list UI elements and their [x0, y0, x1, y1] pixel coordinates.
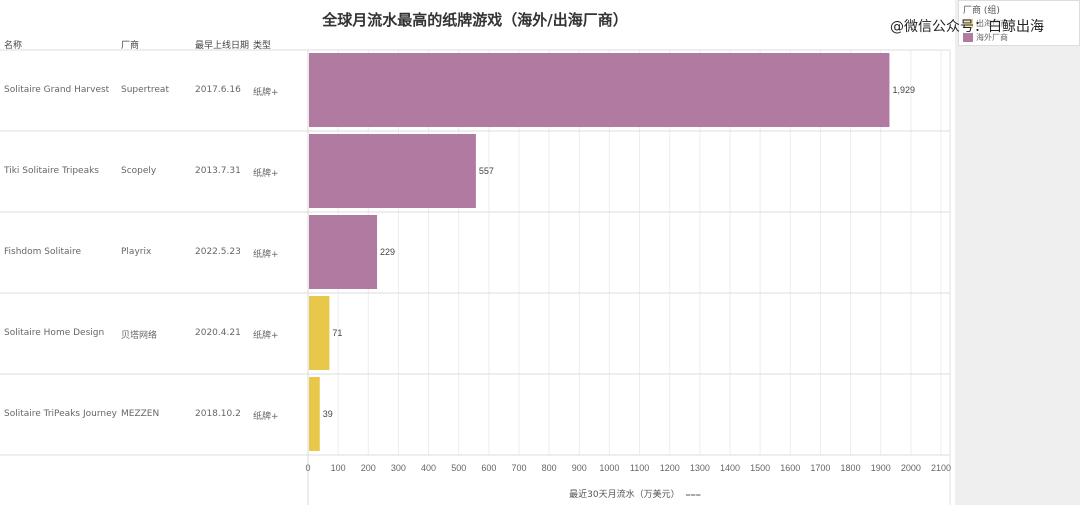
legend-item-overseas[interactable]: 海外厂商	[963, 32, 1008, 43]
x-tick-label-16: 1600	[780, 463, 800, 473]
x-tick-label-5: 500	[451, 463, 466, 473]
x-tick-label-0: 0	[305, 463, 310, 473]
row-vendor-4: MEZZEN	[121, 408, 160, 419]
legend-swatch-outbound	[963, 19, 973, 28]
column-header-date: 最早上线日期	[195, 41, 250, 51]
row-type-1: 纸牌+	[253, 168, 279, 179]
x-tick-label-2: 200	[361, 463, 376, 473]
legend: 厂商 (组) 出海厂商 海外厂商	[958, 0, 1080, 46]
bar-chart: 1,929 557 229 71 39 0 100 200 300 400 500 600 700 800…	[0, 49, 951, 505]
row-type-4: 纸牌+	[253, 411, 279, 422]
row-vendor-0: Supertreat	[121, 84, 169, 95]
bar-value-label-1: 557	[479, 166, 494, 176]
legend-item-outbound[interactable]: 出海厂商	[963, 18, 1008, 29]
row-vendor-3: 贝塔网络	[121, 330, 158, 341]
bar-2	[309, 215, 378, 289]
sort-icon[interactable]: ⩶	[685, 490, 701, 500]
x-tick-label-11: 1100	[630, 463, 649, 473]
sidebar-panel	[955, 0, 1080, 505]
row-name-2: Fishdom Solitaire	[4, 246, 82, 257]
x-tick-label-15: 1500	[750, 463, 770, 473]
column-header-type: 类型	[253, 41, 272, 51]
bar-3	[309, 296, 330, 370]
legend-label-outbound: 出海厂商	[976, 19, 1008, 28]
legend-title: 厂商 (组)	[963, 6, 1000, 16]
x-tick-label-19: 1900	[871, 463, 891, 473]
bar-1	[309, 134, 476, 208]
row-type-3: 纸牌+	[253, 330, 279, 341]
row-date-1: 2013.7.31	[195, 165, 241, 176]
x-tick-label-21: 2100	[931, 463, 951, 473]
bar-value-label-3: 71	[332, 328, 342, 338]
watermark: @微信公众号：白鲸出海	[890, 19, 1044, 35]
x-tick-label-14: 1400	[720, 463, 740, 473]
chart-title: 全球月流水最高的纸牌游戏（海外/出海厂商）	[322, 11, 628, 29]
x-axis-label: 最近30天月流水（万美元） ⩶	[520, 487, 750, 500]
column-header-name: 名称	[4, 41, 23, 51]
x-tick-label-10: 1000	[599, 463, 619, 473]
bar-0	[309, 53, 890, 127]
row-name-4: Solitaire TriPeaks Journey	[4, 408, 117, 419]
x-tick-label-7: 700	[511, 463, 526, 473]
x-tick-label-3: 300	[391, 463, 406, 473]
row-name-0: Solitaire Grand Harvest	[4, 84, 110, 95]
x-tick-label-18: 1800	[841, 463, 861, 473]
x-axis-label-text: 最近30天月流水（万美元）	[569, 490, 680, 500]
legend-label-overseas: 海外厂商	[976, 33, 1008, 42]
x-tick-label-20: 2000	[901, 463, 921, 473]
x-tick-label-12: 1200	[660, 463, 680, 473]
row-name-1: Tiki Solitaire Tripeaks	[4, 165, 100, 176]
row-vendor-2: Playrix	[121, 246, 152, 257]
row-name-3: Solitaire Home Design	[4, 327, 105, 338]
x-tick-label-8: 800	[542, 463, 557, 473]
bar-4	[309, 377, 320, 451]
bar-value-label-4: 39	[323, 409, 333, 419]
x-tick-label-9: 900	[572, 463, 587, 473]
row-type-0: 纸牌+	[253, 87, 279, 98]
x-tick-label-1: 100	[331, 463, 346, 473]
column-header-vendor: 厂商	[121, 41, 140, 51]
x-tick-label-17: 1700	[810, 463, 830, 473]
row-vendor-1: Scopely	[121, 165, 157, 176]
row-date-3: 2020.4.21	[195, 327, 241, 338]
row-date-2: 2022.5.23	[195, 246, 241, 257]
legend-swatch-overseas	[963, 33, 973, 42]
x-tick-label-4: 400	[421, 463, 436, 473]
bar-value-label-0: 1,929	[892, 85, 915, 95]
x-tick-label-6: 600	[481, 463, 496, 473]
row-date-4: 2018.10.2	[195, 408, 241, 419]
bar-value-label-2: 229	[380, 247, 395, 257]
row-type-2: 纸牌+	[253, 249, 279, 260]
x-tick-label-13: 1300	[690, 463, 710, 473]
row-date-0: 2017.6.16	[195, 84, 241, 95]
